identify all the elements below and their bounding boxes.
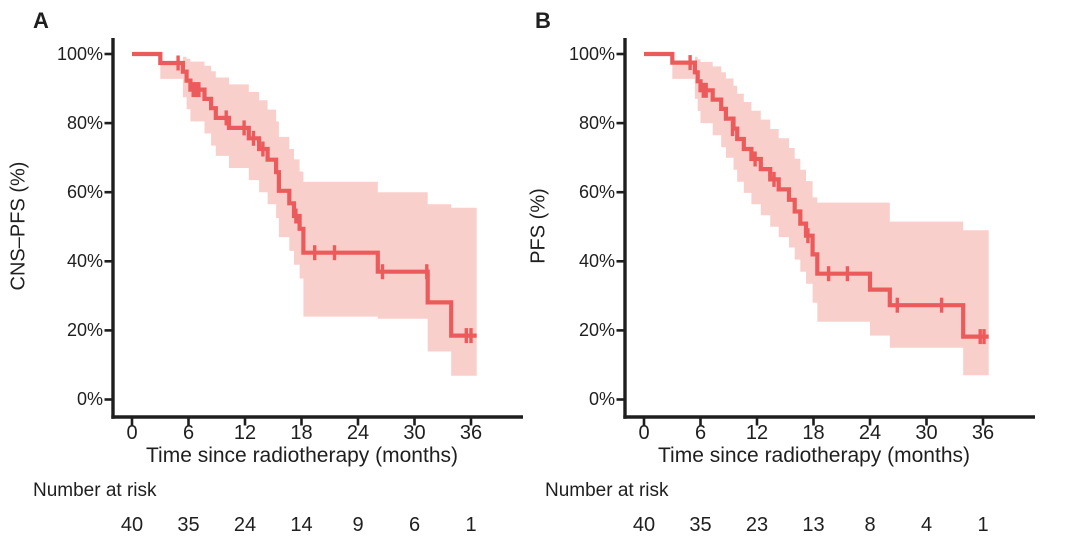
risk-count: 35 xyxy=(689,514,712,536)
x-tick-label: 30 xyxy=(403,422,426,444)
x-tick-label: 0 xyxy=(638,422,650,444)
panel-b: B PFS (%) 100% 80% 60% 40% 20% 0% 0 6 12… xyxy=(512,0,1052,551)
risk-count: 1 xyxy=(977,514,989,536)
x-tick-label: 12 xyxy=(745,422,769,444)
x-tick-label: 12 xyxy=(233,422,257,444)
risk-count: 14 xyxy=(290,514,313,536)
km-curve xyxy=(644,51,989,339)
y-tick-label: 20% xyxy=(578,320,615,340)
x-axis-title: Time since radiotherapy (months) xyxy=(657,444,970,467)
risk-count: 4 xyxy=(920,514,933,536)
y-tick-label: 60% xyxy=(578,182,615,202)
axes xyxy=(104,38,523,426)
risk-table-header: Number at risk xyxy=(33,480,157,501)
risk-count: 1 xyxy=(465,514,477,536)
risk-count: 35 xyxy=(177,514,200,536)
risk-count: 24 xyxy=(233,514,257,536)
x-tick-label: 24 xyxy=(346,422,370,444)
x-tick-label: 18 xyxy=(802,422,825,444)
confidence-band xyxy=(672,56,989,376)
x-tick-label: 36 xyxy=(459,422,483,444)
risk-count: 9 xyxy=(352,514,364,536)
panel-letter-a: A xyxy=(33,8,49,33)
x-tick-label: 30 xyxy=(915,422,938,444)
km-plot-cns-pfs xyxy=(104,38,523,426)
y-tick-label: 80% xyxy=(578,113,615,133)
y-tick-label: 40% xyxy=(66,251,103,271)
risk-count: 8 xyxy=(864,514,876,536)
y-tick-label: 0% xyxy=(588,389,615,409)
panel-a: A CNS–PFS (%) 100% 80% 60% 40% 20% 0% 0 … xyxy=(8,8,523,536)
confidence-band xyxy=(160,56,477,376)
risk-count: 40 xyxy=(632,514,656,536)
x-tick-label: 18 xyxy=(290,422,313,444)
km-plot-pfs xyxy=(616,38,1035,426)
y-tick-label: 60% xyxy=(66,182,103,202)
x-tick-label: 6 xyxy=(694,422,707,444)
risk-count: 13 xyxy=(802,514,825,536)
risk-count: 6 xyxy=(408,514,421,536)
x-tick-label: 24 xyxy=(858,422,882,444)
y-tick-label: 20% xyxy=(66,320,103,340)
risk-count: 40 xyxy=(120,514,144,536)
y-tick-label: 100% xyxy=(56,44,103,64)
censor-marks xyxy=(688,55,986,345)
y-tick-label: 100% xyxy=(568,44,615,64)
x-tick-label: 36 xyxy=(971,422,995,444)
panel-letter-b: B xyxy=(535,8,551,33)
x-axis-title: Time since radiotherapy (months) xyxy=(145,444,458,467)
x-tick-label: 0 xyxy=(126,422,138,444)
x-tick-label: 6 xyxy=(182,422,195,444)
censor-marks xyxy=(176,55,473,344)
y-tick-label: 80% xyxy=(66,113,103,133)
axes xyxy=(616,38,1035,426)
risk-table-header: Number at risk xyxy=(545,480,669,501)
y-tick-label: 0% xyxy=(76,389,103,409)
risk-count: 23 xyxy=(745,514,769,536)
y-tick-label: 40% xyxy=(578,251,615,271)
